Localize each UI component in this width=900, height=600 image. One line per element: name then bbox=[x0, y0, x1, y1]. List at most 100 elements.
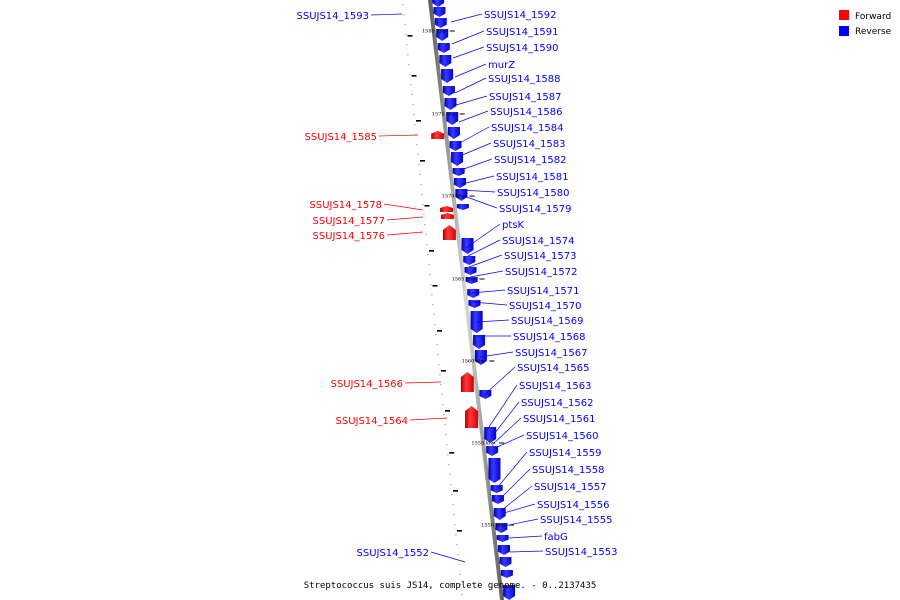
scale-dot bbox=[445, 434, 447, 436]
scale-tick-label: 1560 kbp bbox=[462, 359, 486, 365]
reverse-gene-label[interactable]: SSUJS14_1558 bbox=[532, 465, 605, 476]
reverse-gene-label[interactable]: SSUJS14_1591 bbox=[486, 27, 559, 38]
reverse-gene-block bbox=[498, 545, 510, 555]
scale-dot bbox=[410, 84, 412, 86]
reverse-gene-block bbox=[451, 152, 464, 166]
reverse-gene-block bbox=[436, 29, 449, 41]
scale-tick-label: 1550 kbp bbox=[481, 523, 505, 529]
reverse-gene-label[interactable]: SSUJS14_1574 bbox=[502, 236, 575, 247]
scale-dot bbox=[430, 284, 432, 286]
scale-dot bbox=[439, 374, 441, 376]
reverse-gene-label[interactable]: SSUJS14_1552 bbox=[357, 548, 430, 559]
scale-dot bbox=[437, 354, 439, 356]
scale-dot bbox=[431, 294, 433, 296]
reverse-gene-label[interactable]: SSUJS14_1588 bbox=[488, 74, 561, 85]
reverse-gene-label[interactable]: SSUJS14_1584 bbox=[491, 123, 564, 134]
reverse-gene-label[interactable]: SSUJS14_1556 bbox=[537, 500, 610, 511]
forward-gene-label[interactable]: SSUJS14_1585 bbox=[305, 132, 378, 143]
reverse-label-leader bbox=[503, 518, 539, 527]
genome-caption: Streptococcus suis JS14, complete genome… bbox=[304, 581, 597, 591]
reverse-gene-label[interactable]: SSUJS14_1573 bbox=[504, 251, 577, 262]
reverse-gene-block bbox=[463, 256, 476, 265]
reverse-gene-label[interactable]: SSUJS14_1555 bbox=[540, 515, 613, 526]
scale-dot bbox=[455, 534, 457, 536]
scale-ticks: 1580 kbp 1575 kbp 1570 kbp 1565 kbp 1560 kbp… bbox=[422, 29, 514, 529]
reverse-gene-label[interactable]: SSUJS14_1586 bbox=[490, 107, 563, 118]
reverse-label-leader bbox=[486, 384, 518, 431]
reverse-gene-label[interactable]: SSUJS14_1587 bbox=[489, 92, 562, 103]
forward-gene-label[interactable]: SSUJS14_1566 bbox=[331, 379, 404, 390]
forward-gene-label[interactable]: SSUJS14_1576 bbox=[313, 231, 386, 242]
reverse-gene-label[interactable]: SSUJS14_1563 bbox=[519, 381, 592, 392]
scale-dot bbox=[459, 574, 461, 576]
reverse-label-leader bbox=[370, 13, 403, 16]
scale-dot bbox=[417, 154, 419, 156]
scale-dot bbox=[427, 254, 429, 256]
reverse-gene-block bbox=[433, 7, 446, 17]
reverse-gene-label[interactable]: SSUJS14_1559 bbox=[529, 448, 602, 459]
reverse-gene-label[interactable]: SSUJS14_1590 bbox=[486, 43, 559, 54]
scale-dot bbox=[456, 544, 458, 546]
forward-gene-label[interactable]: SSUJS14_1578 bbox=[310, 200, 383, 211]
scale-dash bbox=[437, 330, 442, 332]
scale-dash bbox=[457, 530, 462, 532]
scale-dot bbox=[449, 474, 451, 476]
forward-gene-block bbox=[465, 406, 479, 428]
reverse-gene-label[interactable]: fabG bbox=[544, 532, 568, 543]
reverse-gene-label[interactable]: SSUJS14_1569 bbox=[511, 316, 584, 327]
reverse-label-leader bbox=[492, 417, 522, 445]
reverse-gene-label[interactable]: SSUJS14_1581 bbox=[496, 172, 569, 183]
forward-label-leader bbox=[383, 203, 424, 211]
reverse-gene-label[interactable]: SSUJS14_1557 bbox=[534, 482, 607, 493]
reverse-gene-label[interactable]: SSUJS14_1567 bbox=[515, 348, 588, 359]
reverse-label-leader bbox=[496, 451, 528, 489]
reverse-gene-label[interactable]: SSUJS14_1580 bbox=[497, 188, 570, 199]
reverse-gene-block bbox=[484, 427, 497, 443]
reverse-gene-label[interactable]: SSUJS14_1568 bbox=[513, 332, 586, 343]
reverse-label-leader bbox=[454, 77, 487, 94]
reverse-gene-label[interactable]: SSUJS14_1593 bbox=[297, 11, 370, 22]
reverse-label-leader bbox=[455, 95, 488, 106]
reverse-gene-block bbox=[495, 523, 508, 533]
reverse-label-leader bbox=[482, 366, 516, 397]
scale-tick-label: 1565 kbp bbox=[452, 277, 476, 283]
reverse-label-leader bbox=[469, 270, 504, 278]
reverse-gene-label[interactable]: SSUJS14_1553 bbox=[545, 547, 618, 558]
reverse-gene-label[interactable]: SSUJS14_1583 bbox=[493, 139, 566, 150]
reverse-gene-label[interactable]: murZ bbox=[488, 60, 515, 71]
legend-reverse-swatch bbox=[839, 26, 849, 36]
scale-dot bbox=[432, 304, 434, 306]
scale-dash bbox=[449, 452, 455, 454]
reverse-gene-label[interactable]: SSUJS14_1562 bbox=[521, 398, 594, 409]
reverse-gene-label[interactable]: SSUJS14_1561 bbox=[523, 414, 596, 425]
reverse-gene-label[interactable]: ptsK bbox=[502, 220, 524, 231]
reverse-gene-label[interactable]: SSUJS14_1582 bbox=[494, 155, 567, 166]
scale-dash bbox=[441, 370, 446, 372]
reverse-gene-block bbox=[468, 300, 481, 308]
scale-dot bbox=[412, 104, 414, 106]
reverse-gene-label[interactable]: SSUJS14_1592 bbox=[484, 10, 557, 21]
forward-gene-label[interactable]: SSUJS14_1564 bbox=[336, 416, 409, 427]
reverse-label-leader bbox=[452, 46, 485, 59]
reverse-gene-label[interactable]: SSUJS14_1572 bbox=[505, 267, 578, 278]
reverse-gene-label[interactable]: SSUJS14_1579 bbox=[499, 204, 572, 215]
reverse-label-leader bbox=[465, 223, 501, 249]
reverse-label-leader bbox=[467, 239, 501, 257]
reverse-gene-label[interactable]: SSUJS14_1570 bbox=[509, 301, 582, 312]
scale-dash bbox=[411, 75, 417, 77]
scale-dot bbox=[446, 444, 448, 446]
scale-dot bbox=[435, 334, 437, 336]
reverse-gene-block bbox=[486, 446, 499, 456]
scale-dots bbox=[402, 4, 463, 596]
forward-gene-label[interactable]: SSUJS14_1577 bbox=[313, 216, 386, 227]
scale-dot bbox=[447, 454, 449, 456]
reverse-label-leader bbox=[508, 535, 543, 539]
scale-dot bbox=[442, 404, 444, 406]
reverse-gene-label[interactable]: SSUJS14_1560 bbox=[526, 431, 599, 442]
gene-features bbox=[431, 0, 516, 600]
reverse-gene-label[interactable]: SSUJS14_1565 bbox=[517, 363, 590, 374]
scale-dot bbox=[428, 264, 430, 266]
reverse-gene-label[interactable]: SSUJS14_1571 bbox=[507, 286, 580, 297]
reverse-gene-block bbox=[442, 86, 455, 96]
